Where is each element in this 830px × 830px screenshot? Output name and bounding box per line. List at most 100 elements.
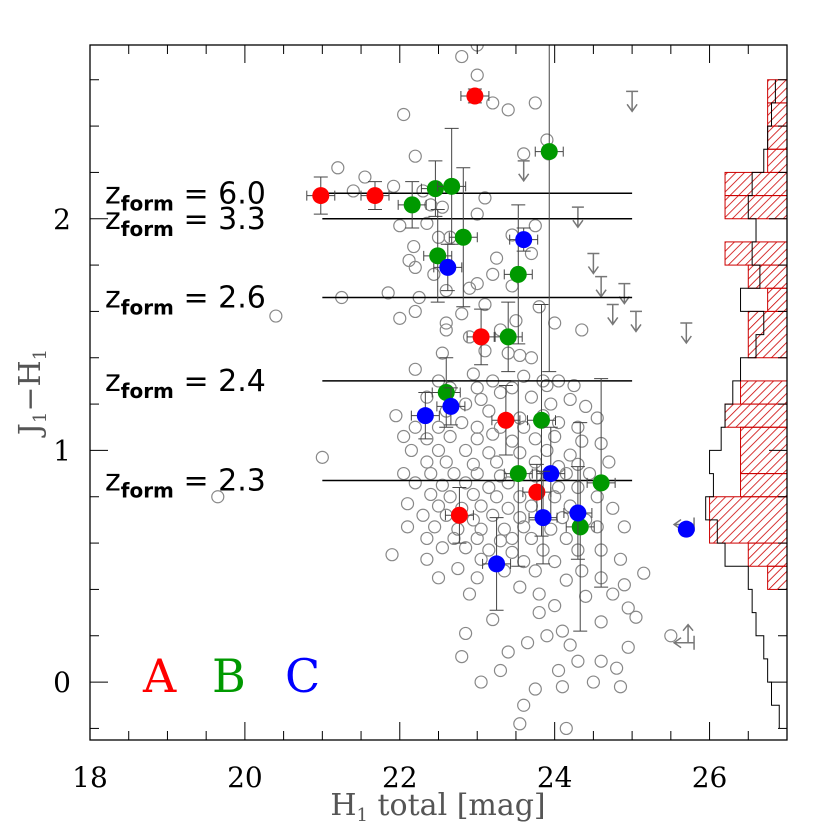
x-tick-label: 22 bbox=[382, 761, 418, 794]
histogram-red-bar bbox=[724, 241, 787, 266]
field-point bbox=[505, 531, 519, 546]
field-point bbox=[455, 49, 469, 64]
field-point bbox=[617, 520, 631, 534]
field-point bbox=[381, 286, 395, 300]
legend-label-c: C bbox=[285, 649, 320, 703]
field-point bbox=[637, 566, 651, 580]
zform-z: z bbox=[105, 281, 121, 316]
zform-subscript: form bbox=[121, 296, 174, 320]
field-point bbox=[551, 480, 566, 495]
field-point bbox=[459, 443, 473, 458]
histogram-red-bar bbox=[709, 496, 787, 544]
field-point bbox=[455, 649, 469, 664]
field-point bbox=[482, 404, 496, 418]
field-point bbox=[269, 309, 283, 323]
legend-label-b: B bbox=[212, 649, 246, 703]
upper-limit-arrow bbox=[587, 252, 600, 275]
field-point bbox=[551, 663, 566, 678]
field-point bbox=[211, 490, 225, 504]
zform-z: z bbox=[105, 464, 121, 499]
field-point bbox=[559, 573, 573, 587]
field-point bbox=[548, 429, 562, 444]
series-point-c bbox=[442, 397, 460, 415]
field-point bbox=[571, 654, 585, 668]
series-point-b bbox=[540, 143, 558, 161]
field-point bbox=[431, 230, 446, 244]
series-point-a bbox=[472, 328, 490, 346]
field-point bbox=[470, 531, 484, 546]
series-point-b bbox=[426, 180, 444, 198]
series-point-b bbox=[499, 328, 517, 346]
field-point bbox=[447, 531, 461, 546]
zform-subscript: form bbox=[121, 217, 174, 241]
field-point bbox=[540, 443, 554, 458]
series-point-b bbox=[533, 411, 551, 429]
series-point-c bbox=[515, 231, 533, 249]
series-point-b bbox=[454, 228, 472, 246]
field-point bbox=[528, 682, 542, 696]
field-point bbox=[594, 615, 608, 629]
field-point bbox=[470, 432, 484, 446]
field-point bbox=[486, 508, 500, 522]
field-point bbox=[431, 571, 446, 585]
field-point bbox=[459, 626, 473, 641]
field-point bbox=[505, 545, 519, 559]
field-point bbox=[389, 409, 403, 423]
field-point bbox=[470, 207, 484, 221]
field-point bbox=[517, 698, 531, 712]
field-point bbox=[447, 466, 461, 481]
field-point bbox=[486, 612, 500, 627]
histogram-red-bar bbox=[767, 287, 787, 312]
field-point bbox=[513, 446, 527, 460]
x-axis-title: H1 total [mag] bbox=[330, 788, 545, 826]
field-point bbox=[482, 543, 496, 557]
field-point bbox=[466, 457, 480, 471]
upper-limit-arrow bbox=[629, 310, 642, 333]
field-point bbox=[544, 397, 558, 411]
field-point bbox=[528, 432, 542, 446]
field-point bbox=[524, 390, 539, 404]
field-point bbox=[424, 466, 438, 481]
field-point bbox=[393, 311, 407, 325]
histogram-red-bar bbox=[767, 79, 787, 104]
series-point-a bbox=[312, 187, 330, 205]
histogram bbox=[705, 79, 787, 729]
upper-limit-arrow bbox=[618, 282, 631, 305]
field-point bbox=[346, 184, 360, 198]
zform-z: z bbox=[105, 202, 121, 237]
field-point bbox=[470, 68, 484, 82]
histogram-red-bar bbox=[724, 195, 787, 220]
field-point bbox=[459, 541, 473, 555]
field-point bbox=[575, 434, 589, 448]
field-point bbox=[520, 636, 535, 650]
field-point bbox=[420, 216, 434, 230]
field-point bbox=[567, 378, 581, 393]
field-point bbox=[517, 420, 531, 434]
field-point bbox=[439, 316, 453, 330]
field-point bbox=[548, 599, 562, 613]
series-point-a bbox=[450, 506, 468, 524]
field-point bbox=[462, 587, 477, 601]
field-point bbox=[524, 246, 539, 261]
field-point bbox=[404, 443, 418, 458]
field-point bbox=[474, 392, 488, 407]
series-point-b bbox=[429, 247, 447, 265]
upper-limit-arrow bbox=[626, 90, 639, 113]
series-point-b bbox=[571, 518, 589, 536]
series-point-b bbox=[592, 474, 610, 492]
field-point bbox=[478, 297, 492, 312]
field-point bbox=[548, 316, 562, 330]
zform-z: z bbox=[105, 176, 121, 211]
field-point bbox=[358, 170, 372, 184]
field-point bbox=[528, 96, 542, 110]
field-point bbox=[617, 578, 631, 592]
upper-limit-arrow bbox=[517, 160, 530, 183]
histogram-red-bar bbox=[747, 264, 787, 289]
field-point bbox=[517, 147, 531, 161]
upper-limit-arrow bbox=[606, 303, 619, 326]
x-tick-label: 18 bbox=[72, 761, 108, 794]
series-point-a bbox=[497, 411, 515, 429]
field-point bbox=[540, 629, 554, 643]
field-point bbox=[402, 253, 416, 268]
